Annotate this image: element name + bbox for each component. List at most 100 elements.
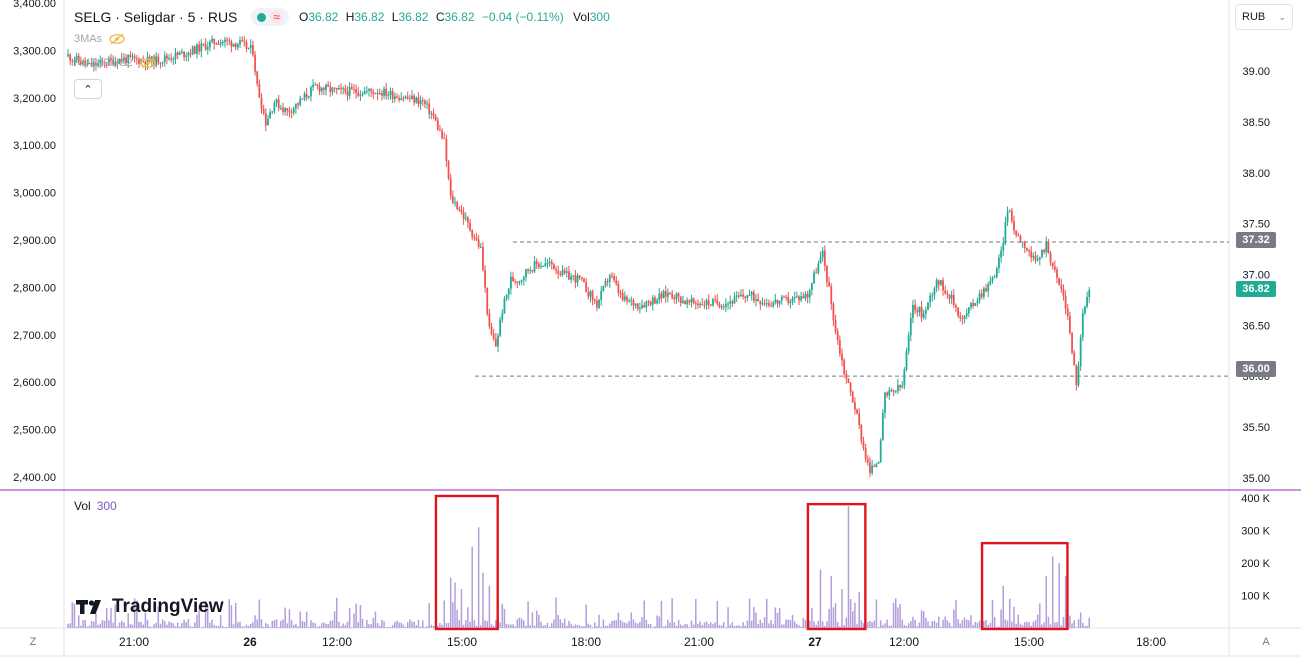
- candle-body: [585, 281, 588, 293]
- volume-bar: [174, 626, 177, 628]
- candle-body: [527, 269, 529, 271]
- candle-body: [471, 230, 474, 237]
- market-status[interactable]: ≈: [251, 8, 289, 26]
- volume-bar: [852, 611, 854, 628]
- candle-body: [398, 98, 400, 100]
- candle-body: [623, 296, 626, 300]
- time-tick-label: 15:00: [447, 635, 477, 649]
- candle-body: [553, 264, 555, 270]
- tradingview-logo[interactable]: TradingView: [76, 596, 224, 618]
- volume-bar: [265, 623, 267, 628]
- candle-body: [254, 54, 256, 72]
- candle-body: [744, 296, 747, 299]
- candle-body: [720, 306, 723, 308]
- candle-body: [1017, 235, 1020, 237]
- price-tick-label: 38.50: [1242, 117, 1270, 129]
- indicator-3mas[interactable]: 3MAs: [74, 33, 126, 45]
- collapse-indicators-button[interactable]: ⌃: [74, 79, 102, 99]
- volume-bar: [301, 620, 304, 628]
- volume-bar: [333, 611, 336, 628]
- candle-body: [97, 63, 99, 66]
- volume-bar: [254, 615, 256, 628]
- volume-bar: [370, 624, 372, 628]
- volume-bar: [912, 616, 914, 628]
- auto-scale-button[interactable]: A: [1262, 636, 1270, 648]
- volume-bar: [340, 625, 342, 628]
- volume-bar: [695, 598, 697, 628]
- volume-bar: [1002, 585, 1004, 628]
- volume-bar: [1049, 624, 1052, 628]
- volume-bar: [260, 619, 263, 628]
- volume-bar: [673, 622, 676, 628]
- candle-body: [417, 97, 420, 105]
- volume-bar: [245, 624, 248, 628]
- candle-body: [193, 46, 196, 54]
- symbol-title[interactable]: SELG · Seligdar · 5 · RUS: [74, 9, 238, 25]
- candle-body: [123, 57, 125, 61]
- compare-tick-label: 2,600.00: [13, 377, 56, 389]
- candle-body: [1032, 255, 1035, 258]
- currency-select[interactable]: RUB ⌄: [1235, 4, 1293, 30]
- indicator-compare[interactable]: RUS:IRUS2: [74, 57, 157, 69]
- volume-bar: [611, 620, 613, 628]
- volume-bar: [703, 622, 706, 628]
- high-label: H: [345, 10, 355, 24]
- candle-body: [989, 280, 992, 284]
- candle-body: [1013, 221, 1015, 231]
- candle-body: [1002, 243, 1005, 251]
- candle-body: [843, 360, 846, 374]
- volume-bar: [1024, 622, 1026, 628]
- candle-body: [1045, 241, 1048, 253]
- candle-body: [191, 46, 194, 55]
- volume-bar: [379, 625, 381, 628]
- candle-body: [525, 269, 527, 278]
- candle-body: [279, 107, 282, 109]
- candle-body: [589, 291, 592, 297]
- volume-bar: [499, 622, 501, 628]
- volume-bar: [535, 610, 538, 628]
- volume-bar: [621, 621, 624, 628]
- candle-body: [383, 88, 385, 96]
- candle-body: [561, 270, 564, 275]
- candle-body: [1066, 308, 1069, 316]
- candle-body: [757, 299, 760, 302]
- candle-body: [469, 222, 471, 231]
- candle-body: [69, 54, 72, 61]
- volume-bar: [486, 621, 488, 628]
- candle-body: [933, 288, 936, 296]
- volume-bar: [105, 608, 108, 628]
- volume-bar: [787, 619, 789, 628]
- volume-bar: [836, 621, 839, 628]
- candle-body: [785, 296, 787, 298]
- candle-body: [731, 301, 734, 304]
- candle-body: [963, 315, 966, 319]
- time-tick-label: 18:00: [1136, 635, 1166, 649]
- volume-bar: [873, 620, 875, 628]
- eye-off-icon[interactable]: [108, 33, 126, 45]
- volume-bar: [699, 621, 701, 628]
- volume-bar: [869, 620, 871, 628]
- volume-bar: [299, 611, 301, 628]
- volume-bar: [1073, 620, 1075, 628]
- volume-bar: [963, 617, 966, 628]
- eye-off-icon[interactable]: [139, 57, 157, 69]
- volume-pane-legend[interactable]: Vol 300: [74, 499, 117, 513]
- candle-body: [226, 39, 228, 41]
- price-tag-lower: 36.00: [1236, 361, 1276, 377]
- zoom-button[interactable]: Z: [29, 636, 37, 648]
- compare-tick-label: 3,000.00: [13, 188, 56, 200]
- candle-body: [555, 269, 557, 271]
- volume-bar: [469, 621, 471, 628]
- candle-body: [802, 296, 805, 299]
- volume-bar: [660, 600, 663, 628]
- volume-bar: [529, 625, 531, 628]
- volume-bar: [985, 619, 987, 628]
- volume-bar: [230, 605, 233, 628]
- volume-bar: [684, 623, 686, 628]
- volume-bar: [523, 620, 525, 628]
- candle-body: [892, 389, 895, 392]
- volume-bar: [742, 622, 744, 628]
- candle-body: [200, 43, 203, 52]
- volume-bar: [559, 619, 562, 628]
